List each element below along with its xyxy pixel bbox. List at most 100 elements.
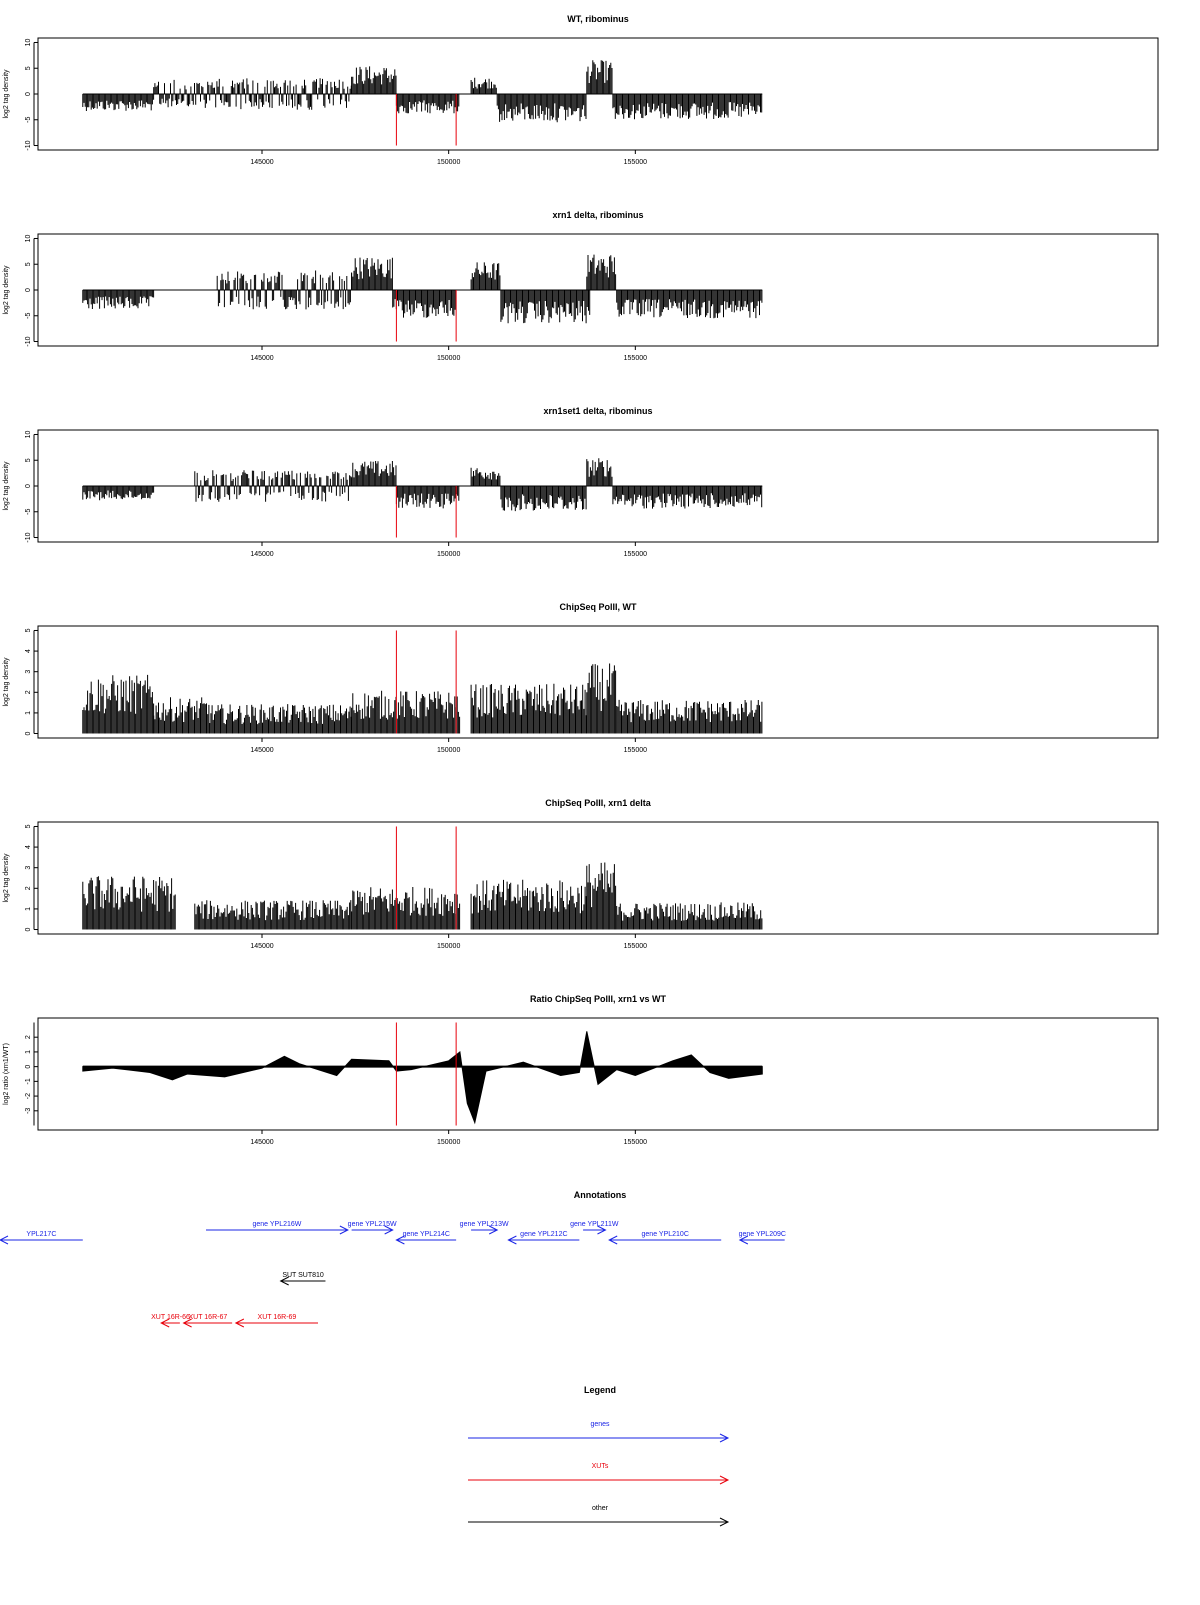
signal-segment-4 [351,66,397,94]
feature-label: XUT 16R-66 [151,1314,190,1321]
y-tick-label: 5 [25,824,32,828]
signal-segment-1 [82,876,176,930]
chart-panel-1: WT, ribominus log2 tag density 10 5 0 -5 -10 14… [3,14,1159,166]
feature-label: XUT 16R-69 [258,1314,297,1321]
y-tick-label: 0 [25,92,32,96]
feature-arrowhead [339,1225,349,1235]
x-tick-label: 150000 [437,159,460,166]
y-tick-label: -5 [25,509,32,515]
signal-bars [194,900,352,930]
y-tick-label: 3 [25,670,32,674]
signal-segment-2 [153,697,210,734]
feature-9: gene YPL209C [738,1231,786,1245]
data-series [82,663,763,734]
signal-bars [153,697,210,734]
signal-segment-6 [500,290,591,324]
x-tick-label: 145000 [250,159,273,166]
feature-13: XUT 16R-69 [234,1314,318,1328]
signal-bars [500,290,591,324]
signal-segment-1 [82,674,155,734]
signal-segment-5 [470,467,501,486]
signal-segment-7 [586,254,617,290]
feature-5: gene YPL213W [460,1221,509,1235]
annotations-title: Annotations [574,1190,627,1200]
feature-label: gene YPL212C [520,1231,567,1238]
signal-bars [351,887,461,930]
signal-bars [612,486,763,509]
chart-title: ChipSeq PolII, WT [560,602,637,612]
signal-segment-2 [153,79,210,108]
x-tick-label: 150000 [437,355,460,362]
legend-label: genes [590,1421,610,1428]
signal-bars [586,663,617,734]
feature-1: YPL217C [0,1231,83,1245]
y-tick-label: 0 [25,927,32,931]
chart-title: WT, ribominus [567,14,629,24]
y-tick-label: 2 [25,886,32,890]
y-tick-label: -2 [25,1093,32,1099]
feature-7: gene YPL211W [570,1221,619,1235]
signal-segment-3 [351,461,397,486]
signal-bars [470,879,587,930]
y-tick-label: 0 [25,1065,32,1069]
chart-panel-3: xrn1set1 delta, ribominus log2 tag densit… [3,406,1159,558]
plot-frame [37,1017,1159,1131]
chart-panel-4: ChipSeq PolII, WT log2 tag density 5 4 3 2 1 0 1… [3,602,1159,754]
plot-frame [37,625,1159,739]
feature-11: XUT 16R-66 [151,1314,190,1328]
feature-arrowhead [597,1225,607,1235]
signal-segment-5 [470,683,587,734]
signal-bars [612,94,763,120]
signal-segment-3 [209,704,352,734]
data-series [82,60,763,123]
data-series [82,254,763,324]
data-series [82,458,763,512]
signal-segment-4 [470,879,587,930]
legend-title: Legend [584,1385,616,1395]
y-tick-label: 10 [25,38,32,46]
signal-bars [496,94,587,123]
y-tick-label: -5 [25,313,32,319]
feature-label: gene YPL210C [642,1231,689,1238]
x-tick-label: 145000 [250,1139,273,1146]
signal-segment-8 [616,290,763,319]
y-tick-label: 10 [25,234,32,242]
feature-label: gene YPL209C [739,1231,786,1238]
signal-bars [153,79,210,108]
ratio-area [82,1031,763,1125]
y-tick-label: 0 [25,731,32,735]
x-tick-label: 155000 [624,943,647,950]
feature-label: gene YPL215W [348,1221,397,1228]
signal-segment-8 [586,60,613,94]
signal-bars [586,458,613,486]
signal-segment-3 [351,257,393,290]
y-tick-label: -5 [25,117,32,123]
y-tick-label: 4 [25,845,32,849]
annotations-panel: Annotations YPL217C gene YPL216W gene YPL21… [0,1190,786,1328]
y-tick-label: -10 [25,532,32,542]
y-tick-label: 10 [25,430,32,438]
legend-item-xut: XUTs [468,1463,730,1485]
signal-segment-9 [612,94,763,120]
feature-arrowhead [738,1235,749,1245]
feature-arrowhead [182,1318,192,1328]
x-tick-label: 145000 [250,355,273,362]
x-tick-label: 155000 [624,159,647,166]
signal-bars [616,699,763,734]
signal-segment-8 [612,486,763,509]
signal-bars [209,704,352,734]
x-tick-label: 155000 [624,1139,647,1146]
y-tick-label: 5 [25,66,32,70]
x-tick-label: 145000 [250,551,273,558]
signal-bars [470,262,501,290]
y-tick-label: 0 [25,288,32,292]
y-tick-label: 1 [25,711,32,715]
signal-bars [616,902,763,930]
signal-bars [470,77,497,94]
feature-arrowhead [488,1225,499,1235]
signal-bars [470,683,587,734]
signal-bars [82,486,155,501]
signal-segment-2 [216,270,353,310]
y-axis-label: log2 ratio (xrn1/WT) [3,1043,10,1105]
